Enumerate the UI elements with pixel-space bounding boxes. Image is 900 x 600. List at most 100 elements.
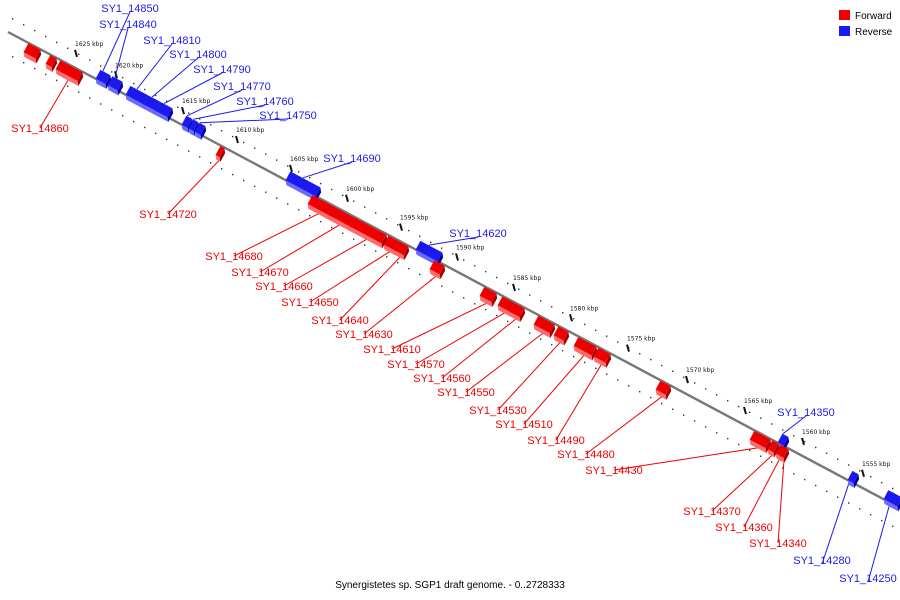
gene-label-SY1_14810[interactable]: SY1_14810 — [143, 35, 201, 47]
gene-label-SY1_14340[interactable]: SY1_14340 — [749, 538, 807, 550]
track-dot — [892, 525, 894, 528]
track-dot — [342, 194, 344, 196]
track-dot — [727, 399, 729, 402]
gene-label-SY1_14370[interactable]: SY1_14370 — [683, 506, 741, 518]
gene-label-SY1_14720[interactable]: SY1_14720 — [139, 209, 197, 221]
gene-feature-SY1_14850[interactable] — [94, 69, 113, 89]
gene-labels: SY1_14850 SY1_14840 SY1_14810 SY1_14800 SY1_… — [11, 3, 897, 585]
gene-label-SY1_14350[interactable]: SY1_14350 — [777, 407, 835, 419]
gene-feature-SY1_14840[interactable] — [106, 76, 125, 96]
gene-feature-SY1_14430[interactable] — [748, 430, 773, 454]
gene-label-SY1_14800[interactable]: SY1_14800 — [169, 49, 227, 61]
gene-label-SY1_14620[interactable]: SY1_14620 — [449, 228, 507, 240]
track-dot — [837, 496, 839, 498]
gene-feature-SY1_14720[interactable] — [214, 146, 227, 162]
track-dot — [617, 379, 619, 381]
gene-label-SY1_14510[interactable]: SY1_14510 — [495, 419, 553, 431]
leader-line — [465, 332, 545, 393]
track-dot — [232, 135, 234, 138]
gene-feature-SY1_14490[interactable] — [592, 347, 613, 368]
gene-feature-SY1_14280[interactable] — [846, 470, 861, 488]
track-dot — [859, 470, 861, 472]
gene-label-SY1_14840[interactable]: SY1_14840 — [99, 19, 157, 31]
gene-label-SY1_14760[interactable]: SY1_14760 — [236, 96, 294, 108]
leader-line — [136, 43, 173, 90]
gene-feature-SY1_14610[interactable] — [478, 286, 499, 308]
gene-label-SY1_14250[interactable]: SY1_14250 — [839, 573, 897, 585]
track-dot — [485, 270, 487, 273]
track-dot — [573, 355, 575, 358]
gene-label-SY1_14850[interactable]: SY1_14850 — [101, 3, 159, 15]
gene-feature-unlabeled-1[interactable] — [22, 43, 43, 64]
gene-feature-SY1_14640[interactable] — [392, 241, 411, 261]
track-dot — [353, 238, 355, 240]
track-dot — [474, 303, 476, 305]
scale-ticks: 1625 kbp 1620 kbp 1615 kbp 1610 kbp 1605 kbp… — [74, 41, 890, 478]
gene-feature-SY1_14370[interactable] — [766, 440, 781, 458]
gene-feature-SY1_14790[interactable] — [154, 101, 175, 123]
track-dot — [782, 429, 784, 431]
track-dot — [111, 109, 113, 111]
track-dot — [859, 508, 861, 510]
gene-feature-SY1_14660[interactable] — [348, 217, 389, 249]
gene-label-SY1_14670[interactable]: SY1_14670 — [231, 267, 289, 279]
gene-label-SY1_14660[interactable]: SY1_14660 — [255, 281, 313, 293]
gene-label-SY1_14530[interactable]: SY1_14530 — [469, 405, 527, 417]
gene-label-SY1_14360[interactable]: SY1_14360 — [715, 522, 773, 534]
gene-label-SY1_14650[interactable]: SY1_14650 — [281, 297, 339, 309]
track-dot — [298, 171, 300, 173]
track-dot — [694, 382, 696, 384]
gene-label-SY1_14750[interactable]: SY1_14750 — [259, 110, 317, 122]
track-dot — [606, 335, 608, 337]
track-dot — [364, 206, 366, 208]
gene-label-SY1_14610[interactable]: SY1_14610 — [363, 344, 421, 356]
gene-label-SY1_14770[interactable]: SY1_14770 — [213, 81, 271, 93]
track-dot — [243, 141, 245, 144]
track-dot — [155, 94, 157, 97]
scale-tick — [455, 253, 459, 261]
gene-label-SY1_14790[interactable]: SY1_14790 — [193, 64, 251, 76]
track-dot — [56, 79, 58, 82]
gene-shadow — [553, 335, 565, 346]
gene-body — [497, 296, 515, 312]
leader-line — [782, 415, 807, 435]
gene-label-SY1_14860[interactable]: SY1_14860 — [11, 123, 69, 135]
track-dot — [518, 326, 520, 328]
gene-edge — [439, 265, 446, 280]
gene-label-SY1_14280[interactable]: SY1_14280 — [793, 555, 851, 567]
gene-label-SY1_14680[interactable]: SY1_14680 — [205, 251, 263, 263]
gene-feature-SY1_14250[interactable] — [882, 490, 900, 512]
track-dot — [705, 426, 707, 428]
gene-label-SY1_14560[interactable]: SY1_14560 — [413, 373, 471, 385]
gene-feature-SY1_14550[interactable] — [532, 315, 557, 339]
gene-label-SY1_14550[interactable]: SY1_14550 — [437, 387, 495, 399]
gene-label-SY1_14490[interactable]: SY1_14490 — [527, 435, 585, 447]
gene-feature-SY1_14530[interactable] — [552, 326, 571, 346]
track-dot — [232, 173, 234, 176]
track-dot — [870, 514, 872, 516]
gene-feature-unlabeled-2[interactable] — [44, 54, 59, 72]
gene-label-SY1_14630[interactable]: SY1_14630 — [335, 329, 393, 341]
gene-feature-SY1_14630[interactable] — [428, 260, 447, 280]
gene-feature-SY1_14690[interactable] — [284, 171, 323, 202]
track-dot — [848, 464, 850, 466]
gene-label-SY1_14480[interactable]: SY1_14480 — [557, 449, 615, 461]
forward-swatch — [839, 10, 850, 20]
gene-feature-SY1_14340[interactable] — [778, 446, 791, 463]
gene-feature-SY1_14560[interactable] — [508, 302, 527, 323]
gene-label-SY1_14640[interactable]: SY1_14640 — [311, 315, 369, 327]
gene-feature-SY1_14860[interactable] — [54, 60, 85, 86]
gene-label-SY1_14430[interactable]: SY1_14430 — [585, 465, 643, 477]
gene-label-SY1_14690[interactable]: SY1_14690 — [323, 153, 381, 165]
gene-label-SY1_14570[interactable]: SY1_14570 — [387, 359, 445, 371]
scale-tick — [626, 344, 630, 352]
gene-feature-SY1_14480[interactable] — [654, 380, 673, 400]
leader-line — [259, 223, 342, 273]
gene-feature-SY1_14750[interactable] — [193, 122, 208, 140]
track-dot — [166, 100, 168, 102]
gene-feature-SY1_14510[interactable] — [572, 337, 599, 361]
leader-line — [199, 118, 289, 124]
gene-shadow — [429, 269, 441, 280]
label-leader-lines — [39, 11, 894, 583]
